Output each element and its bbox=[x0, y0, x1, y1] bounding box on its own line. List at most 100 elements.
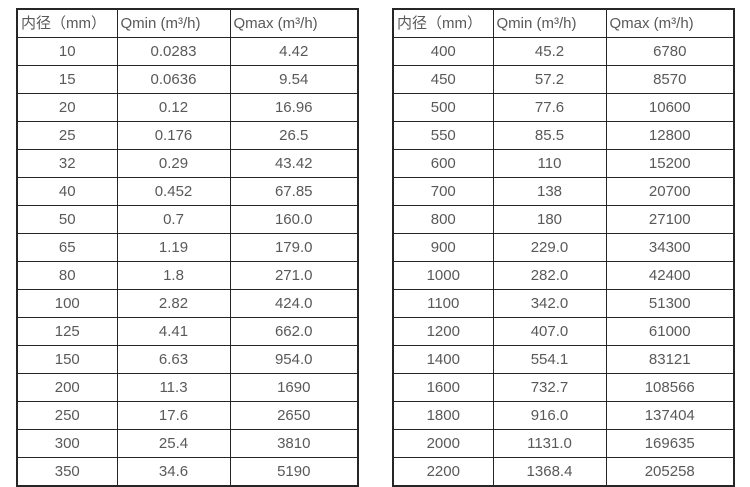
table-row: 80 1.8 271.0 bbox=[16, 261, 359, 290]
qmin-cell: 17.6 bbox=[116, 401, 231, 430]
qmin-cell: 1368.4 bbox=[492, 457, 607, 487]
qmax-cell: 179.0 bbox=[229, 233, 359, 262]
diameter-cell: 700 bbox=[392, 177, 494, 206]
table-row: 700 138 20700 bbox=[392, 177, 735, 206]
table-row: 150 6.63 954.0 bbox=[16, 345, 359, 374]
table-row: 200 11.3 1690 bbox=[16, 373, 359, 402]
qmin-cell: 57.2 bbox=[492, 65, 607, 94]
diameter-cell: 15 bbox=[16, 65, 118, 94]
column-header: Qmax (m³/h) bbox=[605, 8, 735, 38]
table-row: 40 0.452 67.85 bbox=[16, 177, 359, 206]
qmax-cell: 43.42 bbox=[229, 149, 359, 178]
table-row: 350 34.6 5190 bbox=[16, 457, 359, 487]
qmin-cell: 0.12 bbox=[116, 93, 231, 122]
table-row: 25 0.176 26.5 bbox=[16, 121, 359, 150]
qmin-cell: 342.0 bbox=[492, 289, 607, 318]
column-header: Qmax (m³/h) bbox=[229, 8, 359, 38]
diameter-cell: 1100 bbox=[392, 289, 494, 318]
table-row: 400 45.2 6780 bbox=[392, 37, 735, 66]
qmax-cell: 160.0 bbox=[229, 205, 359, 234]
diameter-cell: 200 bbox=[16, 373, 118, 402]
table-row: 900 229.0 34300 bbox=[392, 233, 735, 262]
diameter-cell: 1600 bbox=[392, 373, 494, 402]
qmax-cell: 4.42 bbox=[229, 37, 359, 66]
diameter-cell: 150 bbox=[16, 345, 118, 374]
qmax-cell: 61000 bbox=[605, 317, 735, 346]
diameter-cell: 800 bbox=[392, 205, 494, 234]
column-header: Qmin (m³/h) bbox=[116, 8, 231, 38]
diameter-cell: 80 bbox=[16, 261, 118, 290]
flow-spec-table-large-diameters: 内径（mm） Qmin (m³/h) Qmax (m³/h) 400 45.2 6780… bbox=[392, 8, 735, 487]
qmax-cell: 9.54 bbox=[229, 65, 359, 94]
qmax-cell: 662.0 bbox=[229, 317, 359, 346]
diameter-cell: 1800 bbox=[392, 401, 494, 430]
table-row: 550 85.5 12800 bbox=[392, 121, 735, 150]
qmax-cell: 20700 bbox=[605, 177, 735, 206]
table-row: 50 0.7 160.0 bbox=[16, 205, 359, 234]
table-row: 450 57.2 8570 bbox=[392, 65, 735, 94]
qmin-cell: 85.5 bbox=[492, 121, 607, 150]
diameter-cell: 600 bbox=[392, 149, 494, 178]
qmin-cell: 229.0 bbox=[492, 233, 607, 262]
qmax-cell: 12800 bbox=[605, 121, 735, 150]
table-header-row: 内径（mm） Qmin (m³/h) Qmax (m³/h) bbox=[392, 8, 735, 38]
table-row: 800 180 27100 bbox=[392, 205, 735, 234]
qmax-cell: 51300 bbox=[605, 289, 735, 318]
qmin-cell: 25.4 bbox=[116, 429, 231, 458]
table-body: 400 45.2 6780 450 57.2 8570 500 77.6 10600 550 85.… bbox=[392, 37, 735, 487]
qmax-cell: 205258 bbox=[605, 457, 735, 487]
diameter-cell: 50 bbox=[16, 205, 118, 234]
qmin-cell: 6.63 bbox=[116, 345, 231, 374]
qmin-cell: 1.19 bbox=[116, 233, 231, 262]
qmin-cell: 0.7 bbox=[116, 205, 231, 234]
qmax-cell: 67.85 bbox=[229, 177, 359, 206]
qmin-cell: 1131.0 bbox=[492, 429, 607, 458]
qmin-cell: 732.7 bbox=[492, 373, 607, 402]
qmin-cell: 4.41 bbox=[116, 317, 231, 346]
table-row: 15 0.0636 9.54 bbox=[16, 65, 359, 94]
qmin-cell: 45.2 bbox=[492, 37, 607, 66]
qmax-cell: 16.96 bbox=[229, 93, 359, 122]
qmax-cell: 137404 bbox=[605, 401, 735, 430]
table-row: 125 4.41 662.0 bbox=[16, 317, 359, 346]
table-row: 600 110 15200 bbox=[392, 149, 735, 178]
diameter-cell: 900 bbox=[392, 233, 494, 262]
table-row: 1400 554.1 83121 bbox=[392, 345, 735, 374]
qmin-cell: 0.176 bbox=[116, 121, 231, 150]
diameter-cell: 2200 bbox=[392, 457, 494, 487]
qmin-cell: 180 bbox=[492, 205, 607, 234]
diameter-cell: 250 bbox=[16, 401, 118, 430]
table-row: 2200 1368.4 205258 bbox=[392, 457, 735, 487]
qmax-cell: 83121 bbox=[605, 345, 735, 374]
qmax-cell: 6780 bbox=[605, 37, 735, 66]
table-row: 500 77.6 10600 bbox=[392, 93, 735, 122]
qmax-cell: 5190 bbox=[229, 457, 359, 487]
qmax-cell: 1690 bbox=[229, 373, 359, 402]
table-body: 10 0.0283 4.42 15 0.0636 9.54 20 0.12 16.96 25 0.1… bbox=[16, 37, 359, 487]
qmax-cell: 34300 bbox=[605, 233, 735, 262]
diameter-cell: 400 bbox=[392, 37, 494, 66]
qmax-cell: 3810 bbox=[229, 429, 359, 458]
qmax-cell: 15200 bbox=[605, 149, 735, 178]
header-row: 内径（mm） Qmin (m³/h) Qmax (m³/h) bbox=[16, 8, 359, 38]
diameter-cell: 65 bbox=[16, 233, 118, 262]
qmin-cell: 0.29 bbox=[116, 149, 231, 178]
qmax-cell: 27100 bbox=[605, 205, 735, 234]
table-row: 1600 732.7 108566 bbox=[392, 373, 735, 402]
table-row: 250 17.6 2650 bbox=[16, 401, 359, 430]
diameter-cell: 450 bbox=[392, 65, 494, 94]
table-row: 32 0.29 43.42 bbox=[16, 149, 359, 178]
table-row: 1800 916.0 137404 bbox=[392, 401, 735, 430]
column-header: 内径（mm） bbox=[16, 8, 118, 38]
diameter-cell: 2000 bbox=[392, 429, 494, 458]
table-row: 100 2.82 424.0 bbox=[16, 289, 359, 318]
qmin-cell: 554.1 bbox=[492, 345, 607, 374]
table-header-row: 内径（mm） Qmin (m³/h) Qmax (m³/h) bbox=[16, 8, 359, 38]
table-row: 65 1.19 179.0 bbox=[16, 233, 359, 262]
qmax-cell: 108566 bbox=[605, 373, 735, 402]
table-row: 300 25.4 3810 bbox=[16, 429, 359, 458]
qmax-cell: 8570 bbox=[605, 65, 735, 94]
qmax-cell: 2650 bbox=[229, 401, 359, 430]
diameter-cell: 20 bbox=[16, 93, 118, 122]
diameter-cell: 550 bbox=[392, 121, 494, 150]
